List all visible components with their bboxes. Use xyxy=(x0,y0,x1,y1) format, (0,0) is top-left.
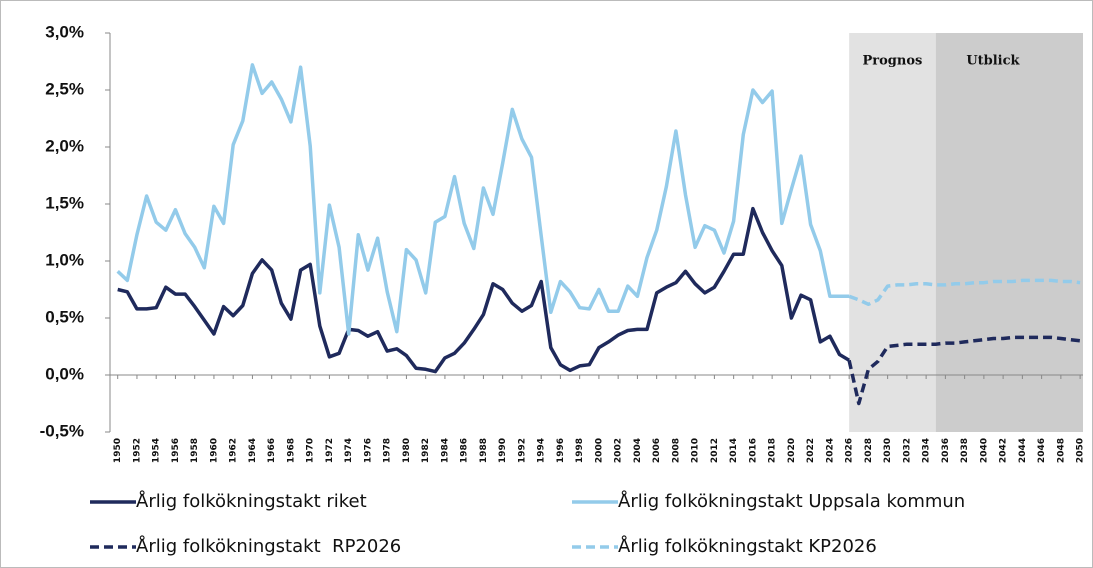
x-tick-label: 1964 xyxy=(248,438,258,463)
x-tick-label: 2008 xyxy=(671,438,681,463)
x-tick-label: 2048 xyxy=(1056,438,1066,463)
series-line xyxy=(847,335,1081,406)
x-tick-label: 1986 xyxy=(460,438,470,463)
x-tick-label: 1950 xyxy=(113,438,123,463)
x-tick-label: 2024 xyxy=(825,438,835,463)
x-tick-label: 1960 xyxy=(209,438,219,463)
x-tick-label: 1956 xyxy=(171,438,181,463)
y-tick-label: 3,0% xyxy=(45,22,84,41)
x-tick-label: 1958 xyxy=(190,438,200,463)
x-tick-label: 1980 xyxy=(402,438,412,463)
legend-label: Årlig folkökningstakt KP2026 xyxy=(618,535,877,557)
x-tick-label: 2016 xyxy=(748,438,758,463)
series-line xyxy=(117,206,850,374)
x-tick-label: 2002 xyxy=(614,438,624,463)
y-tick-label: 2,5% xyxy=(45,79,84,98)
x-tick-label: 1984 xyxy=(440,438,450,463)
x-tick-label: 2038 xyxy=(960,438,970,463)
x-tick-label: 2034 xyxy=(922,438,932,463)
legend-label: Årlig folkökningstakt Uppsala kommun xyxy=(618,490,965,512)
x-tick-label: 2044 xyxy=(1018,438,1028,463)
forecast-band xyxy=(935,33,1083,432)
x-tick-label: 2040 xyxy=(979,438,989,463)
forecast-band xyxy=(849,33,936,432)
x-tick-label: 2028 xyxy=(864,438,874,463)
x-tick-label: 1988 xyxy=(479,438,489,463)
x-tick-label: 2022 xyxy=(806,438,816,463)
x-tick-label: 2032 xyxy=(902,438,912,463)
x-tick-label: 2030 xyxy=(883,438,893,463)
band-label: Utblick xyxy=(966,54,1020,69)
x-tick-label: 1994 xyxy=(537,438,547,463)
x-tick-label: 2014 xyxy=(729,438,739,463)
series-line xyxy=(116,63,850,336)
x-tick-label: 2006 xyxy=(652,438,662,463)
x-tick-label: 2004 xyxy=(633,438,643,463)
legend-label: Årlig folkökningstakt riket xyxy=(136,490,367,512)
x-tick-label: 1990 xyxy=(498,438,508,463)
x-tick-label: 1952 xyxy=(132,438,142,463)
x-tick-label: 1996 xyxy=(556,438,566,463)
y-tick-label: 1,5% xyxy=(45,193,84,212)
x-tick-label: 2036 xyxy=(941,438,951,463)
x-tick-label: 2000 xyxy=(594,438,604,463)
x-tick-label: 2010 xyxy=(691,438,701,463)
x-tick-label: 2026 xyxy=(845,438,855,463)
x-tick-label: 2012 xyxy=(710,438,720,463)
x-tick-label: 2042 xyxy=(999,438,1009,463)
x-tick-label: 1982 xyxy=(421,438,431,463)
x-tick-label: 1962 xyxy=(229,438,239,463)
x-tick-label: 1992 xyxy=(517,438,527,463)
x-tick-label: 2018 xyxy=(768,438,778,463)
band-label: Prognos xyxy=(863,54,923,69)
x-tick-label: 2020 xyxy=(787,438,797,463)
x-tick-label: 1970 xyxy=(306,438,316,463)
x-tick-label: 1972 xyxy=(325,438,335,463)
x-tick-label: 2046 xyxy=(1037,438,1047,463)
x-tick-label: 1968 xyxy=(286,438,296,463)
y-tick-label: 1,0% xyxy=(45,250,84,269)
y-tick-label: 0,0% xyxy=(45,364,84,383)
legend-label: Årlig folkökningstakt RP2026 xyxy=(136,535,401,557)
x-tick-label: 1954 xyxy=(152,438,162,463)
y-tick-label: 0,5% xyxy=(45,307,84,326)
y-tick-label: -0,5% xyxy=(40,421,84,440)
x-tick-label: 1976 xyxy=(363,438,373,463)
x-tick-label: 1966 xyxy=(267,438,277,463)
x-tick-label: 2050 xyxy=(1076,438,1086,463)
x-tick-label: 1974 xyxy=(344,438,354,463)
y-tick-label: 2,0% xyxy=(45,136,84,155)
x-tick-label: 1998 xyxy=(575,438,585,463)
x-tick-label: 1978 xyxy=(383,438,393,463)
series-line xyxy=(848,278,1081,307)
